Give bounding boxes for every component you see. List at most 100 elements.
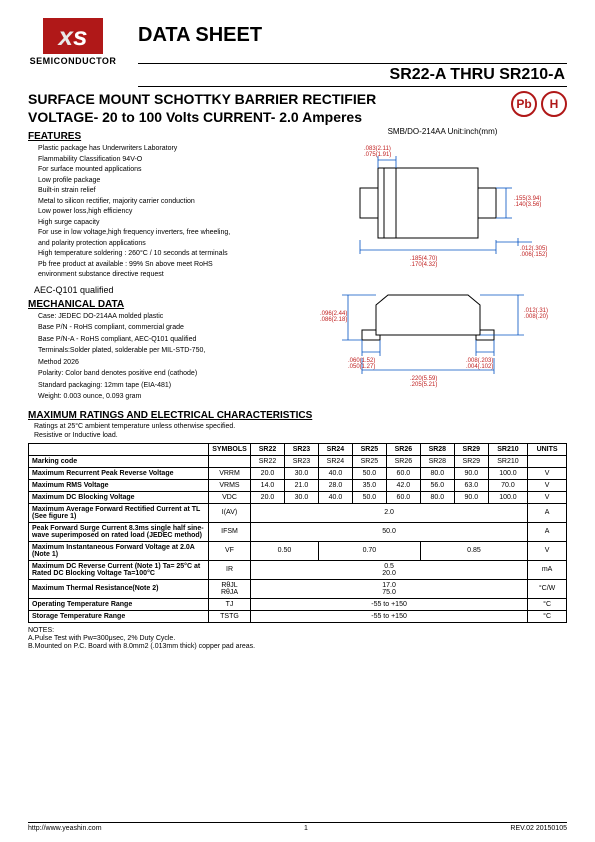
table-row: Maximum Recurrent Peak Reverse VoltageVR… <box>29 467 567 479</box>
pb-free-icon: Pb <box>511 91 537 117</box>
row-cell: SR25 <box>352 455 386 467</box>
title-area: DATA SHEET SR22-A THRU SR210-A <box>118 18 567 87</box>
dim-text: .008(.20) <box>524 314 548 320</box>
ratings-note2: Resistive or Inductive load. <box>28 432 567 439</box>
row-cell: 90.0 <box>454 467 488 479</box>
row-cell: 30.0 <box>284 491 318 503</box>
aec-qualified: AEC-Q101 qualified <box>28 285 308 295</box>
row-cell-group: 0.85 <box>420 541 527 560</box>
row-cell: 100.0 <box>488 467 527 479</box>
table-header: SYMBOLS <box>209 443 251 455</box>
mech-item: Method 2026 <box>38 358 308 369</box>
row-cell-merged: -55 to +150 <box>251 610 528 622</box>
row-units: V <box>528 479 567 491</box>
subtitle-line2: VOLTAGE- 20 to 100 Volts CURRENT- 2.0 Am… <box>28 109 376 125</box>
logo-block: xs SEMICONDUCTOR <box>28 18 118 66</box>
row-cell: 35.0 <box>352 479 386 491</box>
ratings-title: MAXIMUM RATINGS AND ELECTRICAL CHARACTER… <box>28 410 567 421</box>
row-cell: 80.0 <box>420 467 454 479</box>
row-cell: 14.0 <box>251 479 285 491</box>
row-symbol: I(AV) <box>209 503 251 522</box>
note-item: A.Pulse Test with Pw=300μsec, 2% Duty Cy… <box>28 635 567 642</box>
feature-item: Low profile package <box>38 176 308 187</box>
subtitle-block: SURFACE MOUNT SCHOTTKY BARRIER RECTIFIER… <box>28 91 376 125</box>
mech-item: Standard packaging: 12mm tape (EIA-481) <box>38 381 308 392</box>
row-symbol <box>209 455 251 467</box>
row-cell-group: 0.50 <box>251 541 319 560</box>
mechanical-data-title: MECHANICAL DATA <box>28 299 308 310</box>
feature-item: High surge capacity <box>38 218 308 229</box>
table-header: SR210 <box>488 443 527 455</box>
footer: http://www.yeashin.com 1 REV.02 20150105 <box>28 822 567 832</box>
table-row: Storage Temperature RangeTSTG-55 to +150… <box>29 610 567 622</box>
row-cell-stacked: 0.520.0 <box>251 560 528 579</box>
dim-text: .086(2.18) <box>320 317 347 323</box>
dim-text: .075(1.91) <box>364 152 391 158</box>
table-header: SR22 <box>251 443 285 455</box>
mech-item: Base P/N - RoHS compliant, commercial gr… <box>38 323 308 334</box>
table-row: Maximum RMS VoltageVRMS14.021.028.035.04… <box>29 479 567 491</box>
notes-title: NOTES: <box>28 627 567 634</box>
part-number: SR22-A THRU SR210-A <box>138 63 567 87</box>
table-header: SR24 <box>318 443 352 455</box>
dim-text: .140(3.56) <box>514 202 541 208</box>
mechanical-data-list: Case: JEDEC DO-214AA molded plasticBase … <box>28 312 308 403</box>
feature-item: Pb free product at available : 99% Sn ab… <box>38 260 308 271</box>
header: xs SEMICONDUCTOR DATA SHEET SR22-A THRU … <box>28 18 567 87</box>
compliance-icons: Pb H <box>511 91 567 117</box>
footer-page: 1 <box>304 825 308 832</box>
feature-item: High temperature soldering : 260°C / 10 … <box>38 249 308 260</box>
row-cell: 60.0 <box>386 467 420 479</box>
row-cell-stacked: 17.075.0 <box>251 579 528 598</box>
row-cell: SR29 <box>454 455 488 467</box>
row-cell: SR28 <box>420 455 454 467</box>
mech-item: Weight: 0.003 ounce, 0.093 gram <box>38 392 308 403</box>
row-cell: 50.0 <box>352 491 386 503</box>
row-label: Maximum Recurrent Peak Reverse Voltage <box>29 467 209 479</box>
row-symbol: RθJL RθJA <box>209 579 251 598</box>
row-cell: 21.0 <box>284 479 318 491</box>
row-cell: 40.0 <box>318 467 352 479</box>
subtitle-row: SURFACE MOUNT SCHOTTKY BARRIER RECTIFIER… <box>28 91 567 125</box>
row-units: A <box>528 503 567 522</box>
row-cell: SR24 <box>318 455 352 467</box>
feature-item: and polarity protection applications <box>38 239 308 250</box>
row-units: V <box>528 491 567 503</box>
company-logo: xs <box>43 18 103 54</box>
features-list: Plastic package has Underwriters Laborat… <box>28 144 308 281</box>
row-symbol: VRMS <box>209 479 251 491</box>
mech-item: Case: JEDEC DO-214AA molded plastic <box>38 312 308 323</box>
row-label: Maximum RMS Voltage <box>29 479 209 491</box>
row-label: Maximum Instantaneous Forward Voltage at… <box>29 541 209 560</box>
table-row: Maximum Thermal Resistance(Note 2)RθJL R… <box>29 579 567 598</box>
subtitle-line1: SURFACE MOUNT SCHOTTKY BARRIER RECTIFIER <box>28 91 376 107</box>
feature-item: environment substance directive request <box>38 270 308 281</box>
row-cell: SR26 <box>386 455 420 467</box>
row-cell-merged: 50.0 <box>251 522 528 541</box>
table-header: UNITS <box>528 443 567 455</box>
row-label: Storage Temperature Range <box>29 610 209 622</box>
row-cell: 50.0 <box>352 467 386 479</box>
row-symbol: TSTG <box>209 610 251 622</box>
row-cell: 20.0 <box>251 467 285 479</box>
notes-block: NOTES: A.Pulse Test with Pw=300μsec, 2% … <box>28 627 567 650</box>
row-cell: 28.0 <box>318 479 352 491</box>
row-symbol: TJ <box>209 598 251 610</box>
row-units <box>528 455 567 467</box>
row-label: Peak Forward Surge Current 8.3ms single … <box>29 522 209 541</box>
feature-item: Built-in strain relief <box>38 186 308 197</box>
dim-text: .050(1.27) <box>348 364 375 370</box>
dim-text: .205(5.21) <box>410 382 437 388</box>
left-column: FEATURES Plastic package has Underwriter… <box>28 127 308 404</box>
package-label: SMB/DO-214AA Unit:inch(mm) <box>318 127 567 136</box>
table-header: SR28 <box>420 443 454 455</box>
feature-item: Plastic package has Underwriters Laborat… <box>38 144 308 155</box>
row-label: Maximum Thermal Resistance(Note 2) <box>29 579 209 598</box>
mech-item: Polarity: Color band denotes positive en… <box>38 369 308 380</box>
row-units: V <box>528 467 567 479</box>
halogen-free-icon: H <box>541 91 567 117</box>
logo-letter-x: x <box>59 21 73 52</box>
table-row: Maximum Instantaneous Forward Voltage at… <box>29 541 567 560</box>
table-row: Maximum Average Forward Rectified Curren… <box>29 503 567 522</box>
row-units: °C <box>528 598 567 610</box>
